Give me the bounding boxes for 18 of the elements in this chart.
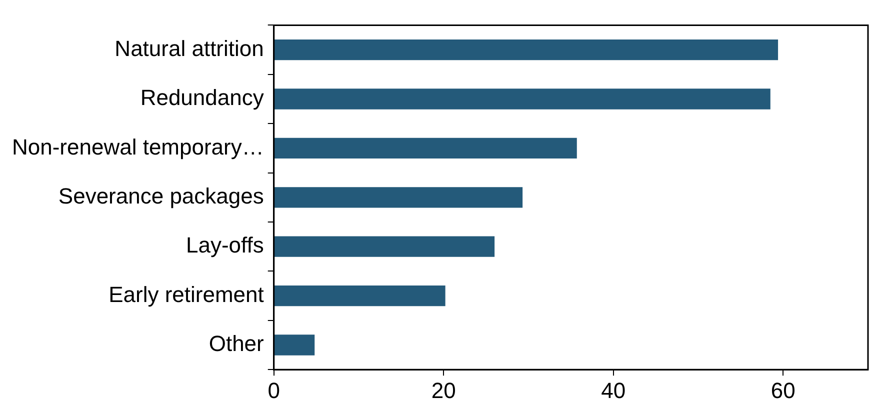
x-tick-label: 0 (268, 378, 280, 403)
x-tick-label: 20 (431, 378, 456, 403)
bar (274, 39, 778, 60)
y-tick-label: Lay-offs (186, 232, 264, 258)
y-tick-label: Natural attrition (114, 36, 264, 61)
y-tick-label: Other (208, 331, 264, 356)
x-tick-label: 40 (601, 378, 626, 403)
y-tick-label: Early retirement (108, 282, 264, 307)
bar (274, 88, 770, 110)
bar (274, 285, 446, 306)
bar (274, 334, 315, 356)
y-tick-label: Severance packages (58, 183, 264, 208)
x-tick-label: 60 (770, 378, 796, 403)
y-tick-label: Redundancy (140, 85, 264, 110)
bar (274, 187, 523, 208)
bar (274, 138, 577, 159)
y-tick-label: Non-renewal temporary… (12, 134, 264, 160)
bar (274, 236, 495, 257)
